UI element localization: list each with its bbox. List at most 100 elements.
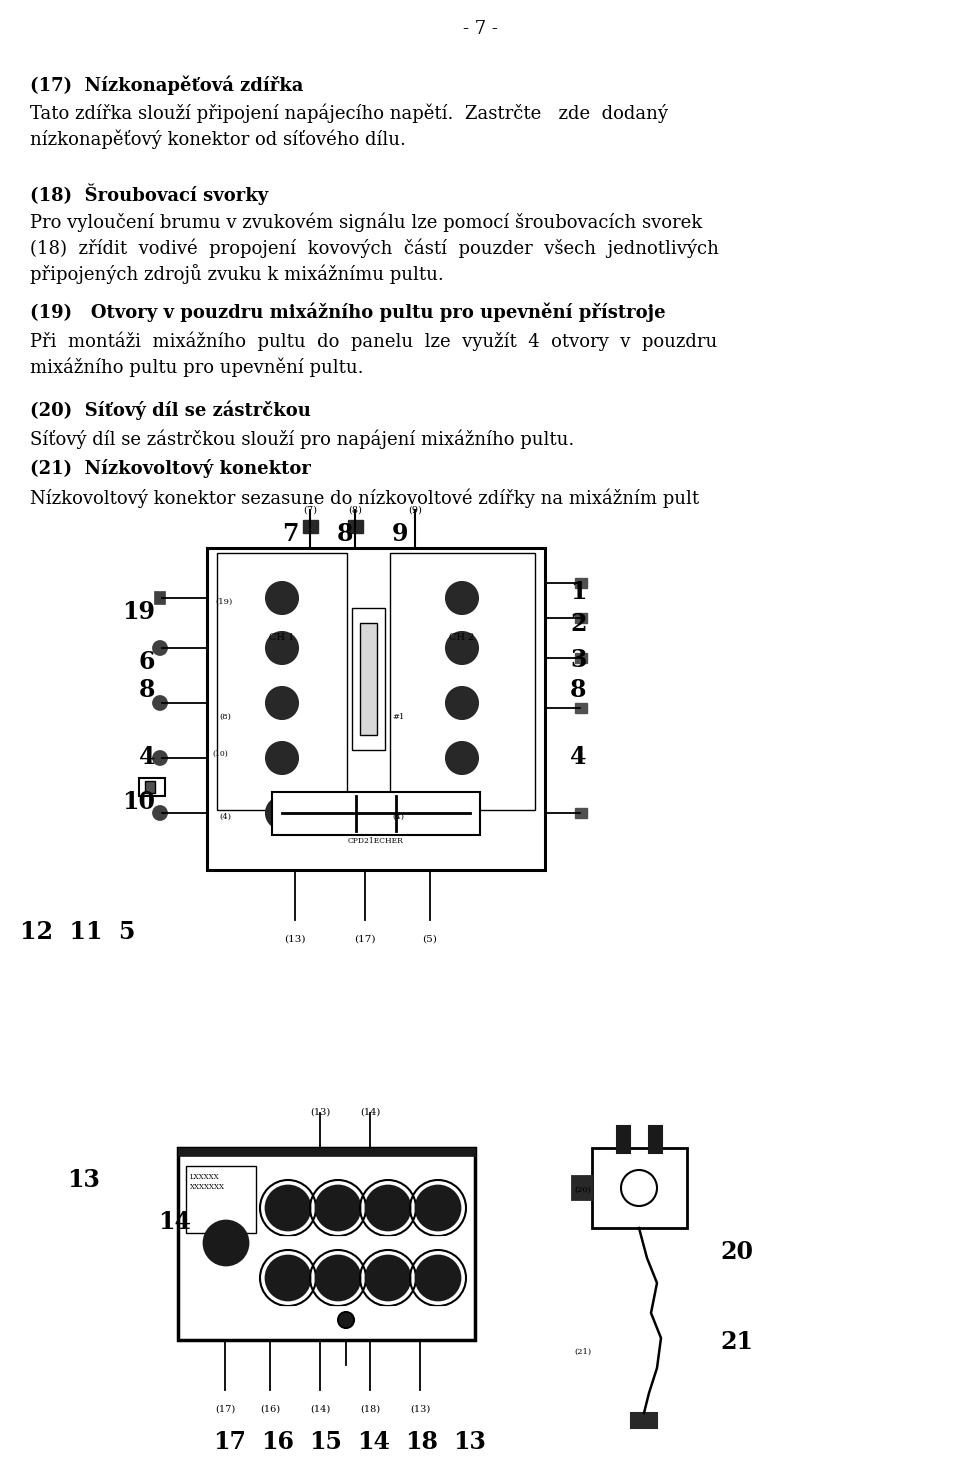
Circle shape — [153, 696, 167, 711]
Text: - 7 -: - 7 - — [463, 21, 497, 38]
Circle shape — [446, 582, 478, 614]
Text: 19: 19 — [122, 601, 155, 624]
Circle shape — [266, 741, 298, 774]
Bar — [575, 809, 587, 817]
Circle shape — [153, 806, 167, 820]
Circle shape — [446, 741, 478, 774]
Text: (13): (13) — [284, 935, 305, 943]
Text: Tato zdířka slouží připojení napájecího napětí.  Zastrčte   zde  dodaný: Tato zdířka slouží připojení napájecího … — [30, 103, 668, 123]
Bar — [631, 1414, 657, 1428]
Text: (17)  Nízkonapěťová zdířka: (17) Nízkonapěťová zdířka — [30, 75, 303, 95]
Text: 18: 18 — [405, 1430, 439, 1453]
Circle shape — [153, 752, 167, 765]
Text: 14: 14 — [158, 1210, 191, 1234]
Circle shape — [446, 631, 478, 664]
Bar — [575, 579, 587, 587]
Text: CPD21ECHER: CPD21ECHER — [348, 837, 404, 845]
Bar — [303, 520, 318, 533]
Bar — [145, 781, 155, 793]
Circle shape — [366, 1256, 410, 1299]
Bar — [376, 1236, 400, 1247]
Text: (13): (13) — [310, 1108, 330, 1116]
Text: (17): (17) — [354, 935, 375, 943]
Circle shape — [338, 1313, 354, 1327]
Text: 13: 13 — [67, 1168, 100, 1193]
Bar — [155, 592, 165, 604]
Bar — [139, 778, 165, 795]
Text: 4: 4 — [570, 746, 587, 769]
Bar — [575, 653, 587, 664]
Bar — [217, 552, 347, 810]
Circle shape — [316, 1187, 360, 1231]
Text: Při  montáži  mixážního  pultu  do  panelu  lze  využít  4  otvory  v  pouzdru: Při montáži mixážního pultu do panelu lz… — [30, 331, 717, 350]
Text: (16): (16) — [260, 1405, 280, 1414]
Text: 13: 13 — [453, 1430, 487, 1453]
Text: 1: 1 — [570, 580, 587, 604]
Text: (9): (9) — [408, 505, 422, 516]
Text: CH 1: CH 1 — [270, 633, 295, 642]
Text: 10: 10 — [122, 790, 155, 815]
Bar — [617, 1127, 630, 1153]
Bar — [426, 1236, 450, 1247]
Text: (18)  Šroubovací svorky: (18) Šroubovací svorky — [30, 183, 268, 205]
Text: (17): (17) — [215, 1405, 235, 1414]
Bar — [575, 703, 587, 713]
Text: 3: 3 — [570, 648, 587, 672]
Text: 4: 4 — [138, 746, 155, 769]
Bar — [326, 1305, 350, 1316]
Text: 12  11  5: 12 11 5 — [20, 920, 135, 943]
Text: (14): (14) — [360, 1108, 380, 1116]
Circle shape — [446, 797, 478, 829]
Text: CH 2: CH 2 — [449, 633, 474, 642]
Text: (13): (13) — [410, 1405, 430, 1414]
Bar — [376, 1305, 400, 1316]
Bar — [575, 612, 587, 623]
Circle shape — [266, 1256, 310, 1299]
Bar — [426, 1305, 450, 1316]
Text: 20: 20 — [720, 1239, 753, 1264]
Text: (20): (20) — [574, 1187, 591, 1194]
Bar — [178, 1149, 475, 1156]
Text: (21): (21) — [574, 1348, 591, 1357]
Text: XXXXXXX: XXXXXXX — [190, 1184, 225, 1191]
Circle shape — [204, 1220, 248, 1264]
Text: 8: 8 — [138, 678, 155, 702]
Text: (21)  Nízkovoltový konektor: (21) Nízkovoltový konektor — [30, 459, 311, 478]
Text: (5): (5) — [422, 935, 438, 943]
Circle shape — [266, 797, 298, 829]
Text: nízkonapěťový konektor od síťového dílu.: nízkonapěťový konektor od síťového dílu. — [30, 129, 406, 148]
Text: (20)  Síťový díl se zástrčkou: (20) Síťový díl se zástrčkou — [30, 400, 311, 419]
Circle shape — [266, 631, 298, 664]
Text: (14): (14) — [310, 1405, 330, 1414]
Bar — [276, 1236, 300, 1247]
Bar — [272, 793, 480, 835]
Bar — [276, 1305, 300, 1316]
Text: (8): (8) — [219, 713, 230, 721]
Text: (19): (19) — [215, 598, 232, 607]
Text: (18)  zřídit  vodivé  propojení  kovových  částí  pouzder  všech  jednotlivých: (18) zřídit vodivé propojení kovových čá… — [30, 237, 719, 258]
Bar — [390, 552, 535, 810]
Text: 9: 9 — [392, 522, 408, 546]
Text: 6: 6 — [138, 650, 155, 674]
Circle shape — [316, 1256, 360, 1299]
Circle shape — [416, 1256, 460, 1299]
Text: (18): (18) — [360, 1405, 380, 1414]
Text: (4): (4) — [392, 813, 404, 820]
Circle shape — [621, 1171, 657, 1206]
Bar — [178, 1149, 475, 1340]
Bar — [360, 623, 377, 735]
Text: 17: 17 — [213, 1430, 247, 1453]
Bar — [186, 1166, 256, 1234]
Circle shape — [266, 687, 298, 719]
Text: mixážního pultu pro upevnění pultu.: mixážního pultu pro upevnění pultu. — [30, 357, 364, 377]
Bar — [348, 520, 363, 533]
Text: Síťový díl se zástrčkou slouží pro napájení mixážního pultu.: Síťový díl se zástrčkou slouží pro napáj… — [30, 429, 574, 448]
Circle shape — [366, 1187, 410, 1231]
Text: připojených zdrojů zvuku k mixážnímu pultu.: připojených zdrojů zvuku k mixážnímu pul… — [30, 264, 444, 284]
Circle shape — [266, 582, 298, 614]
Circle shape — [153, 642, 167, 655]
Circle shape — [266, 1187, 310, 1231]
Bar — [207, 548, 545, 870]
Bar — [592, 1149, 687, 1228]
Text: #1: #1 — [392, 713, 404, 721]
